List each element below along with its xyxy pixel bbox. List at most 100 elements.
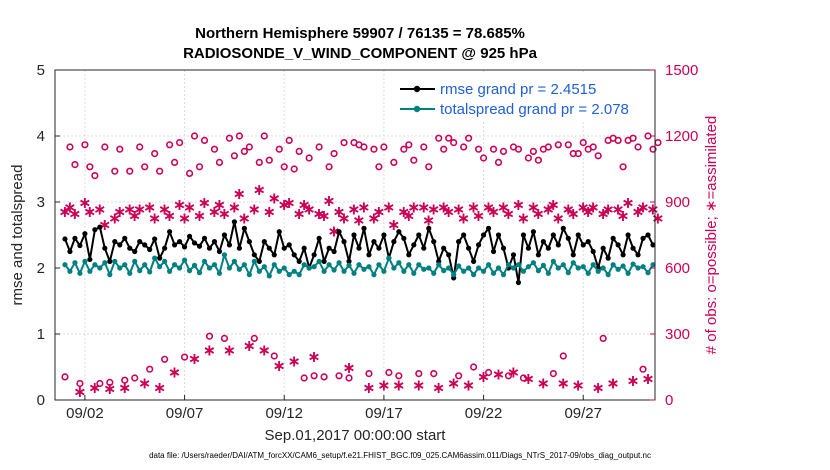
rmse-point — [426, 225, 432, 231]
assimilated-obs-marker: ∗ — [412, 376, 425, 395]
possible-obs-marker — [180, 353, 189, 361]
rmse-point — [331, 248, 337, 255]
possible-obs-marker — [230, 152, 239, 160]
rmse-point — [545, 245, 551, 251]
possible-obs-marker — [504, 372, 513, 380]
assimilated-obs-marker: ∗ — [258, 340, 271, 359]
rmse-point — [500, 245, 507, 251]
possible-obs-marker — [175, 139, 184, 147]
rmse-point — [421, 245, 427, 251]
totalspread-point — [281, 265, 287, 271]
obs-series: ∗∗∗∗∗∗∗∗∗∗∗∗∗∗∗∗∗∗∗∗∗∗∗∗∗∗∗∗∗∗∗∗∗∗∗∗∗∗∗∗… — [58, 132, 665, 401]
rmse-point — [122, 235, 128, 241]
rmse-point — [112, 239, 118, 245]
totalspread-point — [500, 272, 507, 278]
totalspread-point — [401, 268, 407, 274]
y-tick-label: 5 — [37, 62, 45, 79]
possible-obs-marker — [425, 163, 433, 171]
assimilated-obs-marker: ∗ — [601, 200, 614, 219]
totalspread-point — [366, 264, 372, 270]
totalspread-point — [97, 265, 103, 271]
totalspread-point — [296, 272, 302, 278]
totalspread-point — [431, 270, 437, 276]
assimilated-obs-marker: ∗ — [407, 197, 420, 216]
totalspread-point — [620, 263, 626, 269]
possible-obs-marker — [141, 163, 149, 171]
assimilated-obs-marker: ∗ — [183, 197, 196, 216]
totalspread-point — [555, 265, 561, 271]
assimilated-obs-marker: ∗ — [547, 195, 560, 214]
possible-obs-marker — [385, 368, 393, 377]
rmse-point — [137, 239, 143, 245]
assimilated-obs-marker: ∗ — [552, 208, 565, 227]
rmse-point — [515, 279, 522, 286]
assimilated-obs-marker: ∗ — [347, 200, 360, 219]
assimilated-obs-marker: ∗ — [173, 195, 186, 214]
y-tick-label: 0 — [37, 392, 45, 409]
possible-obs-marker — [190, 132, 199, 140]
assimilated-obs-marker: ∗ — [58, 202, 71, 221]
totalspread-point — [456, 263, 462, 269]
totalspread-point — [261, 264, 267, 270]
assimilated-obs-marker: ∗ — [497, 197, 510, 216]
assimilated-obs-marker: ∗ — [118, 378, 131, 397]
possible-obs-marker — [594, 152, 602, 160]
totalspread-point — [62, 262, 68, 268]
rmse-point — [261, 239, 267, 245]
y2-tick-label: 1500 — [665, 62, 698, 79]
line-series — [62, 219, 656, 286]
possible-obs-marker — [250, 334, 258, 343]
x-tick-label: 09/12 — [265, 405, 303, 422]
rmse-point — [172, 242, 178, 248]
assimilated-obs-marker: ∗ — [527, 197, 540, 216]
totalspread-point — [490, 270, 497, 276]
totalspread-point — [67, 268, 73, 274]
possible-obs-marker — [305, 154, 313, 162]
assimilated-obs-marker: ∗ — [273, 356, 286, 375]
rmse-point — [550, 232, 556, 238]
possible-obs-marker — [340, 139, 348, 147]
rmse-point — [406, 252, 412, 258]
y-tick-label: 4 — [37, 128, 45, 145]
possible-obs-marker — [559, 352, 567, 360]
rmse-point — [266, 245, 272, 251]
assimilated-obs-marker: ∗ — [287, 351, 300, 370]
rmse-point — [341, 239, 347, 245]
possible-obs-marker — [275, 145, 283, 153]
totalspread-point — [256, 268, 262, 274]
totalspread-point — [77, 270, 83, 276]
assimilated-obs-marker: ∗ — [562, 200, 575, 219]
totalspread-point — [580, 264, 586, 270]
assimilated-obs-marker: ∗ — [213, 195, 226, 214]
assimilated-obs-marker: ∗ — [567, 204, 580, 223]
assimilated-obs-marker: ∗ — [178, 208, 191, 227]
possible-obs-marker — [270, 352, 278, 360]
totalspread-point — [376, 262, 382, 268]
rmse-point — [316, 235, 322, 241]
totalspread-point — [271, 262, 277, 268]
plot-frame — [54, 69, 656, 401]
totalspread-point — [451, 272, 457, 278]
possible-obs-marker — [101, 143, 109, 151]
possible-obs-marker — [76, 379, 84, 388]
rmse-point — [157, 255, 163, 261]
assimilated-obs-marker: ∗ — [422, 211, 435, 230]
assimilated-obs-marker: ∗ — [636, 197, 649, 216]
totalspread-point — [147, 269, 153, 275]
possible-obs-marker — [549, 370, 557, 378]
totalspread-point — [216, 270, 223, 276]
rmse-point — [381, 232, 387, 238]
rmse-point — [107, 258, 113, 264]
rmse-point — [271, 252, 277, 258]
possible-obs-marker — [460, 143, 468, 151]
possible-obs-marker — [519, 374, 528, 382]
totalspread-point — [361, 266, 367, 272]
assimilated-obs-marker: ∗ — [98, 215, 111, 234]
footer-data-file: data file: /Users/raeder/DAI/ATM_forcXX/… — [149, 451, 651, 460]
totalspread-point — [565, 270, 571, 276]
possible-obs-marker — [360, 143, 368, 151]
rmse-point — [216, 248, 223, 255]
possible-obs-marker — [290, 165, 298, 173]
rmse-point — [97, 224, 103, 230]
totalspread-point — [600, 265, 606, 271]
